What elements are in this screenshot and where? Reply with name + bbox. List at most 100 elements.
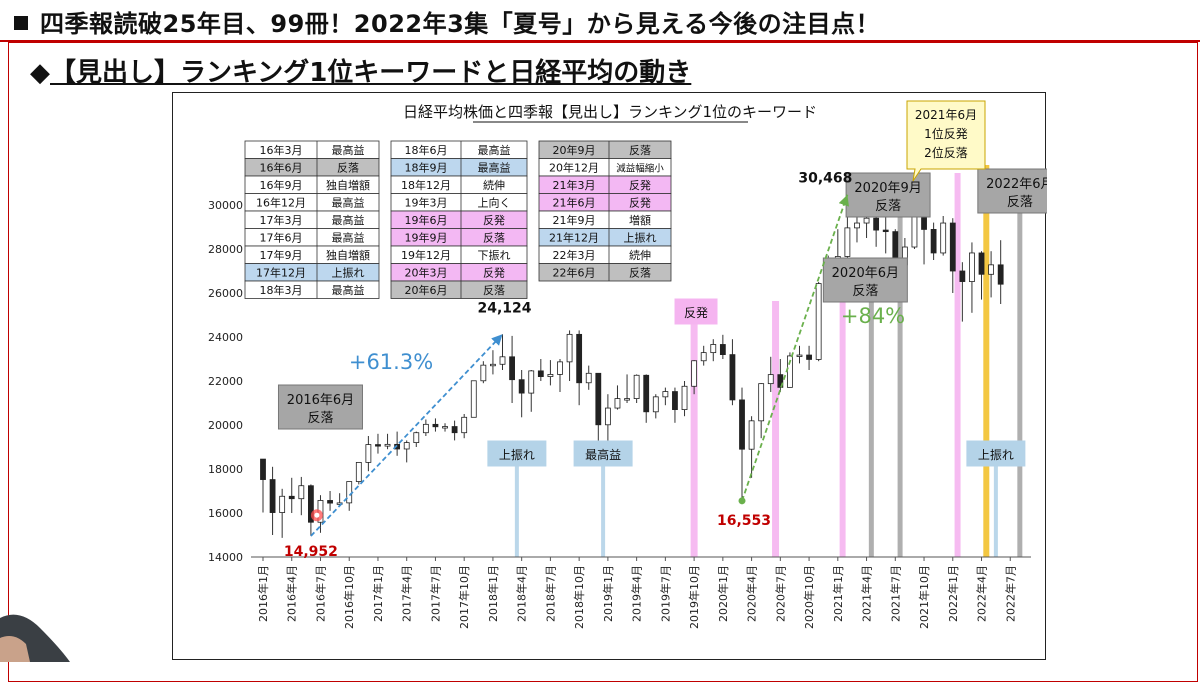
x-tick-label: 2018年7月	[543, 565, 557, 622]
x-tick-label: 2018年4月	[515, 565, 529, 622]
y-tick-label: 14000	[208, 551, 243, 564]
diamond-icon: ◆	[30, 58, 50, 88]
callout-2021-6-text: 1位反発	[924, 126, 968, 141]
candle-up	[633, 374, 640, 399]
table-cell-month: 22年3月	[553, 248, 596, 262]
candle-down	[978, 252, 985, 275]
table-cell-month: 22年6月	[553, 266, 596, 280]
x-tick-label: 2021年7月	[888, 565, 902, 622]
x-tick-label: 2020年1月	[716, 565, 730, 622]
band-2020-6	[868, 283, 874, 557]
candle-down	[260, 458, 266, 480]
band-2021-6	[983, 165, 990, 557]
y-tick-label: 18000	[208, 463, 243, 476]
candle-up	[815, 283, 822, 360]
arrow-up-2020-2021	[741, 194, 849, 502]
y-tick-label: 26000	[208, 287, 243, 300]
table-row	[390, 280, 528, 299]
table-cell-keyword: 最高益	[332, 283, 365, 297]
y-tick-label: 20000	[208, 419, 243, 432]
callout-2022-6-text: 2022年6月	[986, 177, 1047, 192]
callout-2016-6-text: 2016年6月	[287, 393, 354, 408]
header-rule	[0, 40, 1200, 42]
label-hanpatsu-text: 反発	[684, 306, 708, 320]
callout-2020-6-text: 2020年6月	[832, 266, 899, 281]
y-tick-label: 16000	[208, 507, 243, 520]
y-tick-label: 22000	[208, 375, 243, 388]
table-cell-month: 17年3月	[260, 213, 303, 227]
table-cell-month: 20年3月	[405, 266, 448, 280]
candle-down	[518, 379, 525, 394]
candle-up	[384, 443, 391, 447]
table-cell-month: 19年9月	[405, 231, 448, 245]
callout-2020-9-text: 2020年9月	[854, 181, 921, 196]
table-cell-month: 21年6月	[553, 196, 596, 210]
candle-down	[288, 495, 295, 500]
band-hanpatsu-2020-3	[839, 301, 846, 557]
x-tick-label: 2019年7月	[658, 565, 672, 622]
candle-down	[375, 444, 381, 447]
callout-2021-6-text: 2021年6月	[915, 108, 977, 122]
candle-up	[365, 444, 372, 463]
x-tick-label: 2020年4月	[745, 565, 759, 622]
candle-up	[700, 352, 707, 362]
x-tick-label: 2022年7月	[1003, 565, 1017, 622]
band-saikoueki	[601, 453, 606, 557]
candle-up	[336, 502, 343, 505]
x-tick-label: 2021年10月	[917, 565, 931, 629]
candle-up	[796, 354, 803, 357]
candle-up	[710, 344, 717, 354]
callout-2021-6-text: 2位反落	[924, 145, 968, 160]
table-cell-keyword: 反発	[629, 196, 651, 210]
table-cell-keyword: 最高益	[478, 161, 511, 175]
label-hanpatsu-box	[674, 298, 718, 325]
candle-up	[470, 380, 477, 418]
candle-up	[298, 485, 305, 500]
nikkei-chart: 日経平均株価と四季報【見出し】ランキング1位のキーワード 14000 16000 18…	[208, 100, 1047, 629]
table-cell-keyword: 上振れ	[624, 231, 657, 245]
table-cell-keyword: 続伸	[629, 248, 651, 262]
candle-down	[643, 374, 650, 413]
table-cell-keyword: 最高益	[332, 143, 365, 157]
candle-down	[719, 344, 726, 355]
table-cell-keyword: 反落	[629, 144, 651, 157]
table-cell-month: 20年9月	[553, 143, 596, 157]
band-2022-6	[1017, 213, 1023, 557]
candle-down	[672, 391, 678, 410]
table-cell-month: 16年12月	[256, 196, 306, 210]
table-cell-keyword: 反発	[629, 178, 651, 192]
candle-down	[595, 372, 602, 426]
x-tick-label: 2016年7月	[313, 565, 327, 622]
callout-2016-6-text: 反落	[307, 411, 333, 426]
table-cell-month: 16年3月	[260, 143, 303, 157]
value-high-2021: 30,468	[798, 171, 852, 187]
candle-up	[681, 385, 688, 410]
chart-title: 日経平均株価と四季報【見出し】ランキング1位のキーワード	[403, 103, 817, 121]
x-tick-label: 2019年4月	[630, 565, 644, 622]
label-uwabure-1-box	[487, 440, 547, 467]
candle-up	[748, 420, 755, 450]
candle-up	[346, 481, 353, 504]
table-cell-month: 18年12月	[401, 178, 451, 192]
candle-up	[566, 333, 573, 363]
table-cell-month: 16年6月	[260, 161, 303, 175]
label-uwabure-1: 上振れ	[487, 440, 547, 467]
candle-up	[911, 216, 918, 248]
table-cell-keyword: 増額	[629, 214, 651, 227]
value-low-2020: 16,553	[717, 513, 771, 529]
x-tick-label: 2016年10月	[342, 565, 356, 629]
candle-up	[422, 423, 429, 434]
band-hanpatsu-2019-9	[772, 301, 780, 557]
table-cell-month: 18年6月	[405, 143, 448, 157]
table-cell-keyword: 独自増額	[326, 179, 370, 192]
header-title-text: 四季報読破25年目、99冊！2022年3集「夏号」から見える今後の注目点！	[40, 10, 881, 38]
section-title-text: 【見出し】ランキング1位キーワードと日経平均の動き	[50, 58, 692, 88]
candle-up	[854, 222, 860, 229]
candle-up	[585, 372, 592, 384]
callout-2022-6-box	[977, 168, 1047, 214]
